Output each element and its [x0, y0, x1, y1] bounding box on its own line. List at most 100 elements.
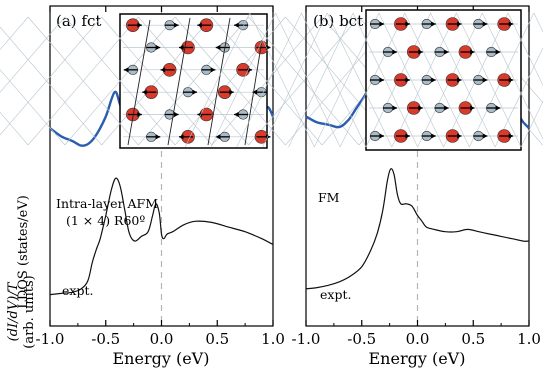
lattice-line: [174, 16, 286, 146]
expt-curve-bct: [305, 168, 530, 290]
x-tick-label-fct-1: -0.5: [91, 330, 120, 348]
calc-label-bct: FM: [318, 190, 340, 205]
y-axis-labels: LDOS (states/eV) (dI/dV)/T (arb. units): [6, 195, 37, 349]
spin-arrow-head: [392, 105, 397, 111]
lattice-line: [494, 47, 543, 148]
domain-boundary-line: [127, 19, 151, 146]
x-tick-label-bct-0: -1.0: [292, 330, 321, 348]
lattice-line: [262, 12, 328, 148]
x-tick-label-bct-3: 0.5: [461, 330, 485, 348]
spin-arrow-head: [197, 111, 202, 118]
lattice-line: [184, 12, 251, 148]
lattice-line: [507, 12, 543, 87]
spin-arrow-head: [405, 77, 410, 83]
spin-arrow-head: [142, 89, 147, 95]
spin-arrow-head: [252, 89, 257, 95]
spin-arrow-head: [192, 89, 197, 95]
spin-arrow-head: [418, 49, 423, 55]
lattice-line: [27, 16, 139, 146]
spin-arrow-head: [234, 22, 239, 28]
lattice-line: [481, 12, 543, 140]
lattice-line: [301, 12, 367, 148]
spin-arrow-head: [431, 21, 436, 27]
spin-arrow-head: [234, 111, 239, 118]
spin-arrow-head: [379, 21, 385, 27]
ylabel-ldos: LDOS (states/eV): [16, 195, 31, 309]
spin-arrow-head: [457, 21, 462, 27]
spin-arrow-head: [123, 67, 129, 73]
ylabel-arb-units: (arb. units): [22, 275, 37, 349]
domain-boundary-line: [207, 17, 231, 146]
lattice-line: [249, 12, 315, 148]
spin-arrow-head: [178, 134, 184, 140]
spin-arrow-head: [379, 133, 385, 139]
spin-arrow-head: [482, 133, 488, 139]
spin-arrow-head: [137, 111, 142, 118]
spin-arrow-head: [469, 49, 475, 55]
expt-label-fct: expt.: [62, 283, 93, 298]
xlabel-fct: Energy (eV): [113, 349, 210, 368]
inset-bct-lattice: [184, 12, 543, 148]
panel-bct: -1.0 -0.5 0.0 0.5 1.0 (b) bct FM expt. Energ…: [184, 5, 543, 368]
spin-arrow-head: [379, 77, 385, 83]
spin-arrow-head: [482, 77, 488, 83]
spin-arrow-head: [174, 111, 179, 118]
lattice-line: [520, 100, 543, 148]
lattice-line: [288, 12, 354, 148]
spin-arrow-head: [178, 44, 184, 51]
spin-arrow-head: [155, 134, 161, 140]
x-ticks-bct: [305, 6, 530, 326]
spin-arrow-head: [229, 89, 234, 95]
lattice-line: [248, 16, 360, 146]
spin-arrow-head: [155, 44, 161, 51]
domain-boundary-line: [167, 17, 191, 146]
spin-arrow-head: [457, 77, 462, 83]
x-tick-label-fct-2: 0.0: [150, 330, 174, 348]
lattice-line: [210, 12, 276, 148]
x-tick-label-bct-2: 0.0: [406, 330, 430, 348]
lattice-line: [533, 12, 543, 33]
expt-label-bct: expt.: [320, 287, 351, 302]
xlabel-bct: Energy (eV): [369, 349, 466, 368]
lattice-line: [378, 12, 444, 148]
spin-arrow-head: [444, 49, 449, 55]
lattice-line: [404, 12, 470, 148]
spin-arrow-head: [405, 21, 410, 27]
spin-arrow-head: [444, 105, 449, 111]
calc-label-fct-line2: (1 × 4) R60º: [66, 213, 145, 228]
spin-arrow-head: [215, 134, 221, 140]
lattice-line: [0, 16, 102, 136]
spin-arrow-head: [482, 21, 488, 27]
spin-arrow-head: [495, 49, 501, 55]
x-tick-label-bct-1: -0.5: [347, 330, 376, 348]
lattice-line: [0, 26, 102, 146]
lattice-line: [0, 111, 29, 146]
x-tick-labels-bct: -1.0 -0.5 0.0 0.5 1.0: [292, 330, 541, 348]
panel-label-fct: (a) fct: [56, 12, 101, 30]
x-tick-label-fct-3: 0.5: [205, 330, 229, 348]
spin-arrow-head: [160, 67, 166, 73]
lattice-line: [101, 16, 213, 146]
lattice-line: [0, 16, 66, 93]
spin-arrow-head: [215, 44, 221, 51]
lattice-line: [64, 16, 176, 146]
lattice-line: [352, 12, 418, 148]
spin-arrow-head: [405, 133, 410, 139]
spin-arrow-head: [392, 49, 397, 55]
x-tick-labels-fct: -1.0 -0.5 0.0 0.5 1.0: [36, 330, 285, 348]
domain-boundary-line: [244, 39, 263, 146]
lattice-line: [430, 12, 496, 148]
spin-arrow-head: [431, 77, 436, 83]
x-tick-label-bct-4: 1.0: [517, 330, 541, 348]
spin-arrow-head: [495, 105, 501, 111]
lattice-line: [0, 16, 29, 51]
inset-fct-lattice: [0, 16, 543, 146]
spin-arrow-head: [197, 22, 202, 28]
spin-arrow-head: [431, 133, 436, 139]
x-ticks-fct: [49, 6, 274, 326]
lattice-line: [211, 16, 323, 146]
lattice-line: [275, 12, 341, 148]
x-tick-label-fct-0: -1.0: [36, 330, 65, 348]
inset-bct: [184, 9, 543, 151]
